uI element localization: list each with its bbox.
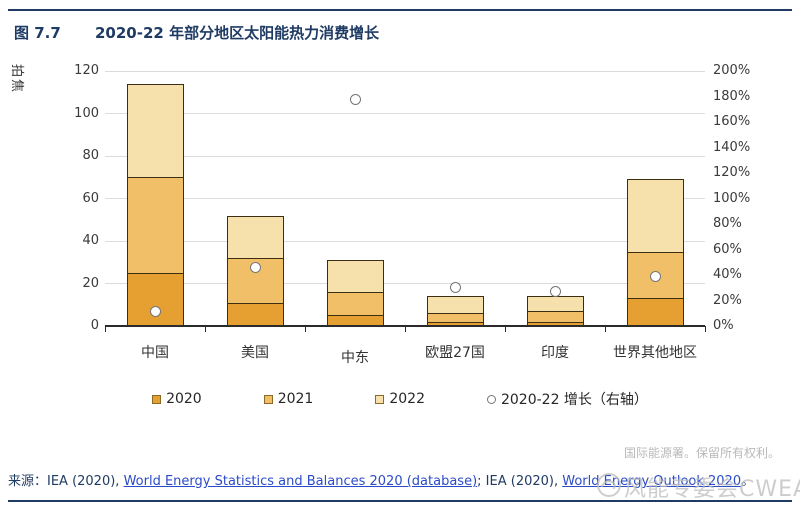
bar-中国-2020 (126, 272, 184, 327)
left-axis-tick-100: 100 (74, 105, 99, 121)
bar-中国-2022 (126, 83, 184, 179)
right-axis-tick-40: 40% (713, 267, 742, 282)
right-axis-tick-180: 180% (713, 88, 751, 104)
source-link-statistics-database[interactable]: World Energy Statistics and Balances 202… (123, 474, 478, 489)
left-axis-tick-60: 60 (82, 190, 99, 206)
legend-label-2021: 2021 (277, 391, 314, 407)
legend-swatch-2020 (152, 394, 162, 404)
chart-legend: 2020 2021 2022 2020-22 增长（右轴） (0, 389, 800, 409)
legend-label-2020: 2020 (166, 391, 202, 407)
y-axis-unit-label: 拍焦 (9, 64, 24, 95)
x-axis-tick-4 (505, 326, 506, 332)
bar-中国-2021 (126, 177, 184, 274)
legend-label-2022: 2022 (389, 391, 425, 407)
right-axis-tick-80: 80% (713, 216, 742, 231)
legend-label-growth: 2020-22 增长（右轴） (500, 392, 648, 408)
bar-中东-2022 (326, 260, 384, 293)
bar-中东-2021 (326, 292, 384, 317)
x-axis-label-美国: 美国 (241, 345, 269, 361)
bar-欧盟27国-2022 (426, 296, 484, 315)
legend-item-2021: 2021 (263, 391, 314, 407)
copyright-text: 国际能源署。保留所有权利。 (623, 446, 780, 460)
source-line: 来源：IEA (2020), World Energy Statistics a… (8, 470, 754, 489)
left-axis-tick-120: 120 (74, 63, 99, 78)
left-axis-tick-0: 0 (90, 318, 99, 333)
right-axis-tick-120: 120% (713, 165, 751, 180)
legend-swatch-2021 (263, 394, 273, 404)
legend-item-2020: 2020 (152, 391, 202, 407)
page-title: 2020-22 年部分地区太阳能热力消费增长 (95, 24, 380, 42)
right-axis-tick-0: 0% (713, 318, 734, 333)
bar-世界其他地区-2020 (626, 298, 684, 327)
x-axis-label-中国: 中国 (141, 345, 169, 361)
bottom-rule (8, 500, 792, 502)
x-axis-tick-6 (705, 326, 706, 332)
growth-marker-世界其他地区 (649, 270, 661, 282)
source-prefix: 来源：IEA (2020), (8, 474, 124, 489)
x-axis-label-中东: 中东 (341, 350, 369, 366)
source-suffix: 。 (741, 474, 755, 489)
x-axis-tick-1 (205, 326, 206, 332)
bar-欧盟27国-2021 (426, 313, 484, 323)
right-axis-tick-60: 60% (713, 241, 742, 257)
right-axis-tick-160: 160% (713, 114, 751, 129)
bar-世界其他地区-2022 (626, 179, 684, 253)
bar-美国-2022 (226, 215, 284, 259)
bar-印度-2021 (526, 311, 584, 323)
gridline-100 (105, 113, 705, 114)
figure-number: 图 7.7 (14, 24, 61, 42)
right-axis-tick-200: 200% (713, 63, 751, 78)
left-axis-tick-80: 80 (82, 148, 99, 163)
gridline-40 (105, 240, 705, 242)
x-axis-label-欧盟27国: 欧盟27国 (425, 345, 485, 361)
legend-item-2022: 2022 (375, 391, 425, 407)
growth-marker-美国 (249, 261, 261, 273)
growth-marker-中东 (349, 93, 361, 105)
x-axis-tick-0 (105, 326, 106, 332)
right-axis-tick-20: 20% (713, 292, 742, 308)
left-axis-tick-20: 20 (82, 275, 99, 291)
top-rule (8, 9, 792, 11)
gridline-80 (105, 155, 705, 157)
x-axis-label-印度: 印度 (541, 345, 569, 361)
right-axis-tick-100: 100% (713, 190, 751, 206)
bar-印度-2022 (526, 296, 584, 313)
left-axis-tick-40: 40 (82, 233, 99, 248)
growth-marker-中国 (149, 306, 161, 318)
legend-item-growth: 2020-22 增长（右轴） (486, 389, 648, 409)
gridline-60 (105, 198, 705, 199)
growth-marker-欧盟27国 (449, 282, 461, 294)
source-middle: ; IEA (2020), (477, 474, 563, 489)
gridline-20 (105, 283, 705, 284)
legend-growth-marker-icon (486, 394, 496, 404)
x-axis-tick-5 (605, 326, 606, 332)
right-axis-tick-140: 140% (713, 139, 751, 155)
source-link-weo-2020[interactable]: World Energy Outlook 2020 (562, 474, 742, 489)
legend-swatch-2022 (375, 394, 385, 404)
gridline-120 (105, 70, 705, 72)
x-axis-label-世界其他地区: 世界其他地区 (613, 345, 697, 361)
bar-美国-2020 (226, 302, 284, 327)
x-axis-tick-2 (305, 326, 306, 332)
growth-marker-印度 (549, 286, 561, 298)
x-axis-tick-3 (405, 326, 406, 332)
